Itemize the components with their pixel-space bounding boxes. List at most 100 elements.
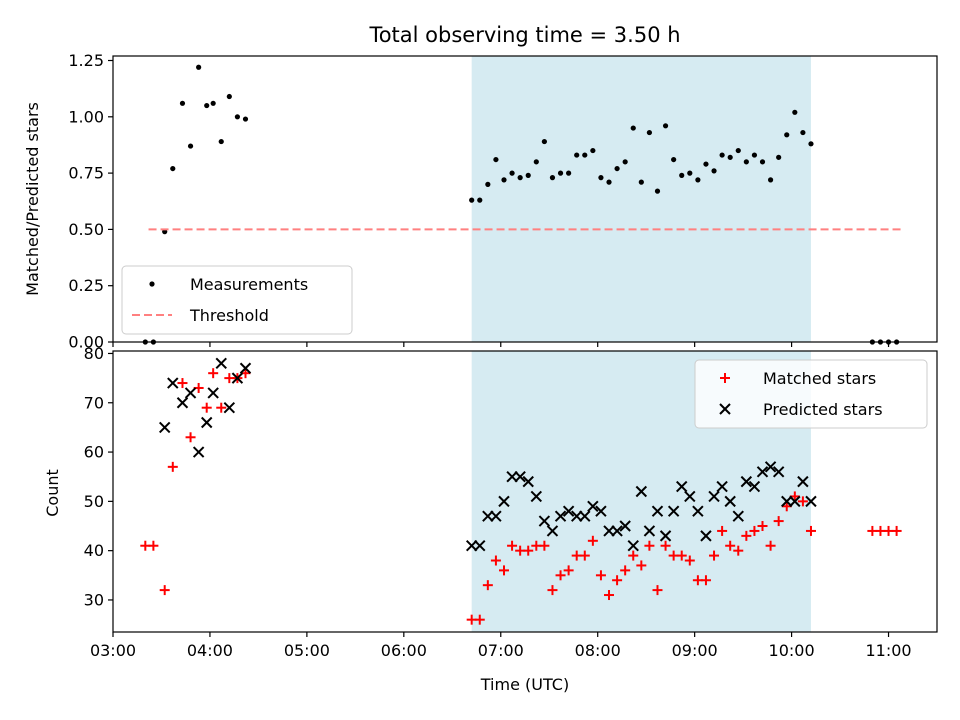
data-point-x-14 (490, 510, 502, 522)
data-point-plus-28 (587, 535, 598, 546)
data-point-x-5 (201, 416, 213, 429)
data-point-dot-16 (493, 156, 499, 163)
x-tick-label: 05:00 (284, 641, 330, 660)
data-point-x-33-b (643, 525, 656, 537)
data-point-x-41-b (708, 490, 720, 503)
legend-box (121, 265, 353, 335)
plot-frame (112, 350, 938, 633)
data-point-x-35-b (659, 530, 672, 542)
data-point-x-42 (716, 480, 728, 493)
chart-title: Total observing time = 3.50 h (368, 23, 680, 47)
data-point-dot-36 (654, 188, 661, 194)
series-x (158, 357, 817, 552)
y-tick-label: 60 (84, 443, 104, 462)
data-point-x-46 (748, 480, 761, 493)
bottom-y-axis-title: Count (43, 469, 62, 517)
data-point-dot-28 (590, 147, 596, 154)
data-point-dot-44 (719, 152, 725, 158)
data-point-x-48-b (764, 461, 777, 473)
data-point-x-18 (522, 475, 534, 488)
data-point-dot-10 (226, 93, 232, 100)
legend-label: Measurements (190, 275, 308, 294)
data-point-x-21 (546, 525, 559, 537)
data-point-x-51 (789, 495, 801, 508)
data-point-x-10 (239, 362, 252, 374)
data-point-x-6 (207, 387, 219, 399)
data-point-x-7-b (215, 357, 227, 370)
data-point-x-38 (684, 490, 696, 503)
data-point-x-38-b (684, 490, 696, 503)
data-point-plus-4 (177, 378, 188, 389)
data-point-dot-50 (767, 177, 774, 183)
data-point-x-34 (651, 505, 664, 517)
data-point-plus-17 (498, 565, 509, 576)
data-point-x-45-b (740, 475, 753, 488)
y-tick-label: 1.00 (68, 107, 104, 126)
data-point-plus-30 (604, 590, 615, 601)
x-tick-label: 11:00 (865, 641, 911, 660)
data-point-x-51-b (789, 495, 801, 508)
data-point-x-46-b (748, 480, 761, 493)
data-point-dot-3 (170, 165, 176, 172)
data-point-x-43 (724, 495, 736, 508)
data-point-dot-27 (582, 152, 588, 158)
data-point-dot-22 (541, 138, 547, 145)
data-point-x-52 (797, 475, 809, 488)
panel-ratio: 0.00 0.25 0.50 0.75 1.00 1.25 Measurements Thre… (68, 51, 938, 352)
data-point-x-52-b (797, 475, 809, 488)
data-point-dot-47 (743, 159, 749, 165)
data-point-dot-21 (533, 159, 539, 165)
data-point-x-40-b (700, 530, 712, 542)
data-point-plus-31 (612, 575, 623, 586)
legend-label: Predicted stars (763, 400, 883, 419)
data-point-dot-25 (566, 170, 572, 176)
data-point-x-44-b (732, 510, 744, 522)
data-point-x-36 (667, 505, 680, 517)
data-point-x-37-b (676, 480, 688, 493)
data-point-plus-39 (676, 550, 687, 561)
data-point-plus-32 (620, 565, 631, 576)
data-point-dot-34 (638, 179, 644, 185)
data-point-dot-54 (800, 129, 806, 136)
data-point-plus-40 (684, 555, 695, 566)
data-point-x-19-b (530, 490, 543, 503)
data-point-x-33 (643, 525, 656, 537)
data-point-x-12 (474, 540, 486, 552)
data-point-plus-14 (474, 614, 485, 625)
data-point-x-35 (659, 530, 672, 542)
data-point-x-17 (514, 471, 526, 483)
legend: Matched stars Predicted stars (694, 359, 928, 429)
data-point-x-49-b (772, 466, 785, 478)
data-point-plus-3 (167, 461, 178, 472)
data-point-x-8 (223, 401, 236, 414)
x-tick-label: 04:00 (187, 641, 233, 660)
data-point-x-48 (764, 461, 777, 473)
data-point-plus-1 (148, 540, 159, 551)
data-point-dot-19 (517, 175, 523, 181)
data-point-x-40 (700, 530, 712, 542)
data-point-plus-48 (749, 525, 760, 536)
data-point-x-17-b (514, 471, 526, 483)
data-point-dot-5 (187, 143, 194, 149)
legend-marker-dot (149, 281, 155, 287)
data-point-plus-23 (547, 585, 558, 596)
data-point-plus-36 (652, 585, 663, 596)
data-point-x-2-b (176, 397, 189, 409)
data-point-x-18-b (522, 475, 534, 488)
legend-box (694, 359, 928, 429)
data-point-x-32 (635, 485, 648, 498)
data-point-x-23-b (562, 505, 575, 517)
data-point-x-49 (772, 466, 785, 478)
data-point-plus-55 (805, 525, 816, 536)
data-point-plus-15 (482, 580, 493, 591)
data-point-x-3-b (184, 387, 197, 399)
data-point-x-32-b (635, 485, 648, 498)
data-point-dot-17 (501, 177, 507, 183)
data-point-dot-46 (735, 147, 741, 154)
data-point-x-26-b (587, 500, 599, 512)
data-point-x-15-b (498, 495, 510, 508)
data-point-x-45 (740, 475, 753, 488)
data-point-x-19 (530, 490, 543, 503)
data-point-dot-52 (784, 132, 790, 138)
data-point-x-7 (215, 357, 227, 370)
